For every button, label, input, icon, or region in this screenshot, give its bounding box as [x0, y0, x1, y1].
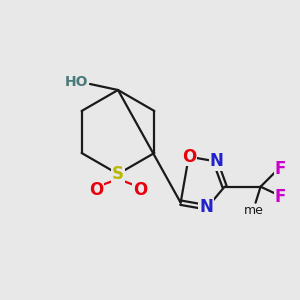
Text: me: me: [244, 204, 263, 217]
Text: F: F: [275, 160, 286, 178]
Text: O: O: [133, 181, 147, 199]
Text: F: F: [275, 188, 286, 206]
Text: O: O: [182, 148, 196, 166]
Text: S: S: [112, 165, 124, 183]
Text: HO: HO: [64, 75, 88, 89]
Text: N: N: [209, 152, 223, 170]
Text: O: O: [89, 181, 103, 199]
Text: N: N: [199, 198, 213, 216]
